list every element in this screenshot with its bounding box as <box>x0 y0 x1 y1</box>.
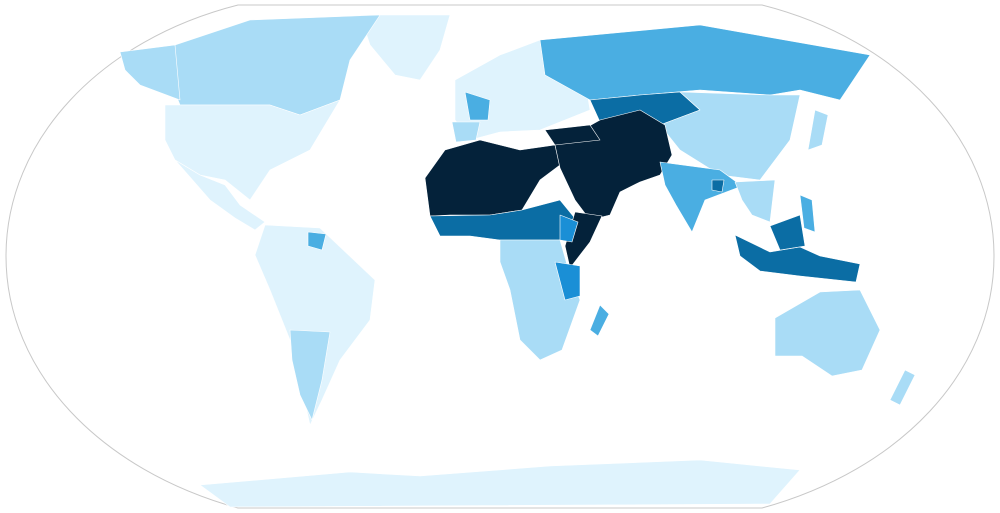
argentina[interactable] <box>289 329 331 421</box>
ethiopia[interactable] <box>559 214 579 243</box>
suriname[interactable] <box>307 231 327 251</box>
philippines[interactable] <box>799 194 816 233</box>
madagascar[interactable] <box>589 304 610 337</box>
tanzania[interactable] <box>554 261 581 301</box>
north-africa[interactable] <box>424 139 561 217</box>
borneo-malaysia[interactable] <box>769 214 806 251</box>
japan[interactable] <box>807 109 829 151</box>
south-america[interactable] <box>254 224 376 426</box>
southeast-asia-mainland[interactable] <box>734 179 776 223</box>
france[interactable] <box>464 91 491 121</box>
alaska[interactable] <box>119 44 181 101</box>
greenland[interactable] <box>359 14 451 81</box>
antarctica[interactable] <box>199 459 801 508</box>
iberia[interactable] <box>451 121 481 143</box>
china[interactable] <box>659 91 801 181</box>
new-zealand[interactable] <box>889 369 916 406</box>
india[interactable] <box>659 161 743 233</box>
bangladesh[interactable] <box>711 179 725 193</box>
central-america[interactable] <box>174 159 266 231</box>
turkey[interactable] <box>544 124 601 146</box>
australia[interactable] <box>774 289 881 377</box>
